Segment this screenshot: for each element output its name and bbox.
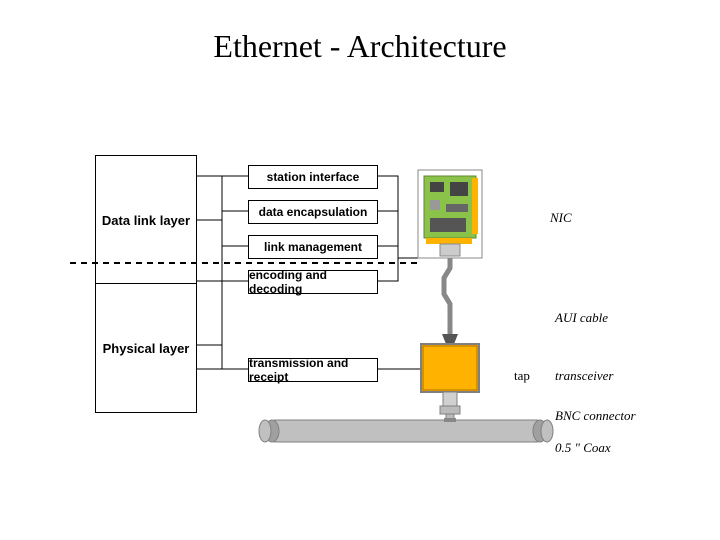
func-transmission: transmission and receipt [248,358,378,382]
layer-data-link: Data link layer [95,155,197,285]
page-title: Ethernet - Architecture [0,28,720,65]
connector-physical [196,281,248,369]
func-label: station interface [267,170,360,184]
label-coax: 0.5 " Coax [555,440,611,456]
func-link-management: link management [248,235,378,259]
func-label: encoding and decoding [249,268,377,296]
layer-label: Physical layer [103,341,190,356]
label-tap: tap [514,368,530,384]
transceiver-icon [421,344,479,392]
func-label: data encapsulation [259,205,368,219]
bnc-connector-icon [440,392,460,422]
connector-datalink [196,176,248,281]
layer-label: Data link layer [102,213,190,228]
func-label: link management [264,240,362,254]
label-aui-cable: AUI cable [555,310,608,326]
func-label: transmission and receipt [249,356,377,384]
aui-cable-icon [442,258,458,344]
label-transceiver: transceiver [555,368,613,384]
func-encoding-decoding: encoding and decoding [248,270,378,294]
func-data-encapsulation: data encapsulation [248,200,378,224]
coax-cable-icon [259,418,553,442]
layer-physical: Physical layer [95,283,197,413]
nic-icon [418,170,482,258]
connector-funcs-to-nic [377,176,418,369]
func-station-interface: station interface [248,165,378,189]
label-nic: NIC [550,210,572,226]
label-bnc: BNC connector [555,408,636,424]
